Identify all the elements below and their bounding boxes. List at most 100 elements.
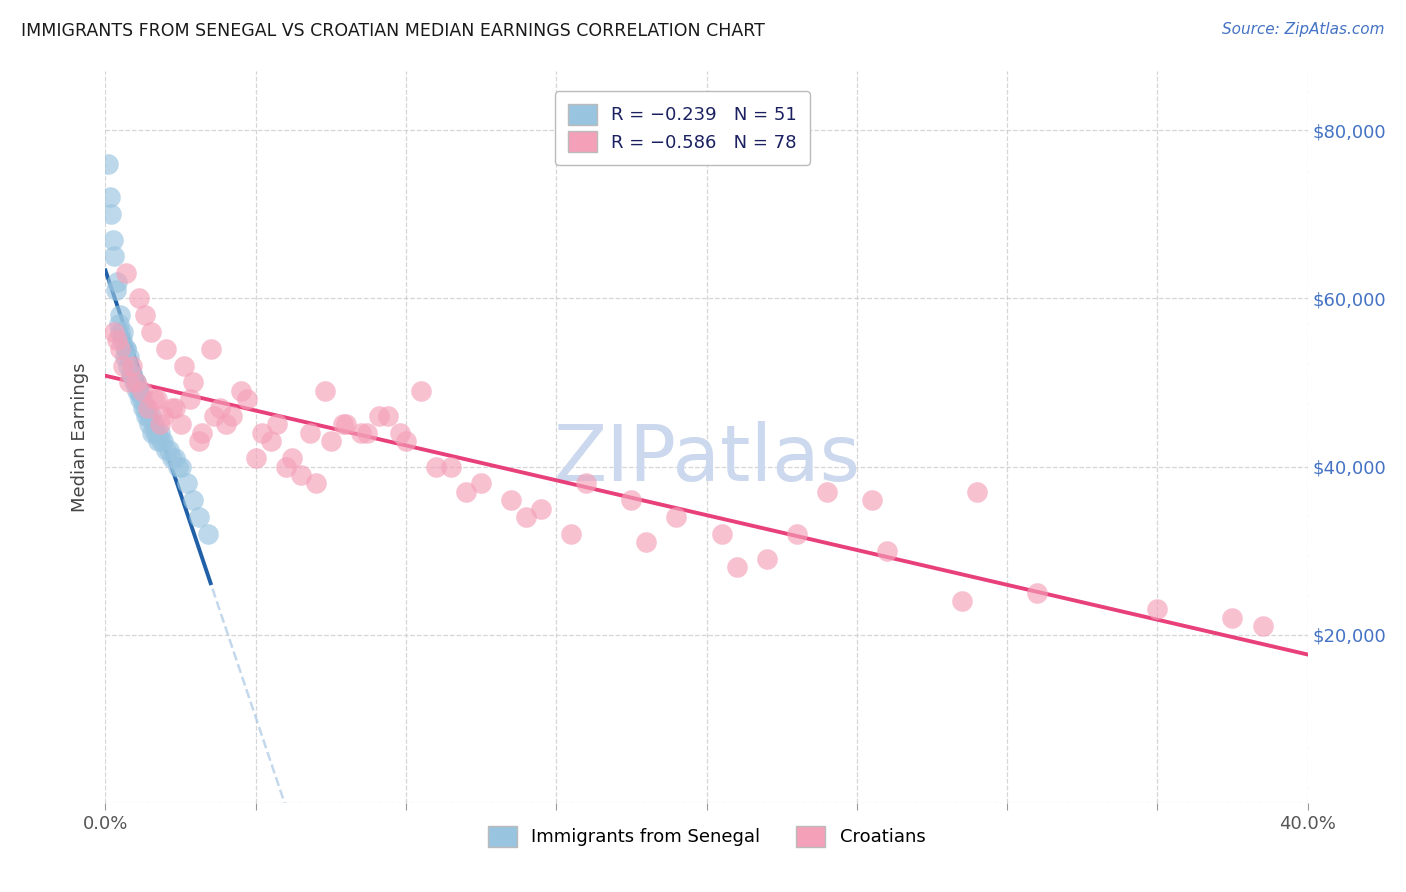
Point xyxy=(190,425,212,440)
Point xyxy=(1251,619,1274,633)
Point xyxy=(145,425,167,440)
Legend: Immigrants from Senegal, Croatians: Immigrants from Senegal, Croatians xyxy=(478,817,935,856)
Point xyxy=(260,434,283,449)
Point xyxy=(121,359,143,373)
Point xyxy=(118,376,141,390)
Point xyxy=(202,409,225,423)
Point xyxy=(665,510,688,524)
Point xyxy=(166,459,188,474)
Point xyxy=(128,291,150,305)
Point xyxy=(319,434,342,449)
Point xyxy=(136,409,159,423)
Point xyxy=(409,384,432,398)
Point xyxy=(636,535,658,549)
Point xyxy=(97,157,120,171)
Point xyxy=(221,409,243,423)
Point xyxy=(115,342,138,356)
Point xyxy=(114,350,136,364)
Point xyxy=(122,376,145,390)
Point xyxy=(112,359,135,373)
Point xyxy=(235,392,257,407)
Point xyxy=(148,417,170,432)
Point xyxy=(141,425,163,440)
Point xyxy=(876,543,898,558)
Point xyxy=(103,325,125,339)
Point xyxy=(98,190,121,204)
Point xyxy=(132,401,155,415)
Point xyxy=(115,266,138,280)
Point xyxy=(274,459,297,474)
Point xyxy=(120,367,142,381)
Point xyxy=(110,325,132,339)
Point xyxy=(108,317,131,331)
Point xyxy=(125,384,148,398)
Point xyxy=(176,476,198,491)
Point xyxy=(160,401,183,415)
Point xyxy=(152,434,174,449)
Point xyxy=(1146,602,1168,616)
Point xyxy=(250,425,273,440)
Point xyxy=(163,401,186,415)
Point xyxy=(305,476,328,491)
Point xyxy=(142,417,165,432)
Point xyxy=(356,425,378,440)
Point xyxy=(160,451,183,466)
Point xyxy=(139,325,162,339)
Point xyxy=(281,451,304,466)
Text: ZIPatlas: ZIPatlas xyxy=(553,421,860,497)
Point xyxy=(169,417,191,432)
Point xyxy=(152,409,174,423)
Point xyxy=(124,376,146,390)
Point xyxy=(501,493,523,508)
Point xyxy=(138,417,160,432)
Point xyxy=(208,401,231,415)
Point xyxy=(214,417,236,432)
Point xyxy=(131,384,153,398)
Point xyxy=(148,425,170,440)
Point xyxy=(966,484,988,499)
Point xyxy=(101,233,124,247)
Point xyxy=(110,342,132,356)
Point xyxy=(332,417,354,432)
Point xyxy=(139,409,162,423)
Point xyxy=(229,384,252,398)
Point xyxy=(111,334,134,348)
Point xyxy=(560,526,582,541)
Point xyxy=(786,526,808,541)
Point xyxy=(124,376,146,390)
Point xyxy=(710,526,733,541)
Point xyxy=(110,308,132,322)
Point xyxy=(181,493,204,508)
Point xyxy=(157,442,180,457)
Point xyxy=(134,308,156,322)
Point xyxy=(575,476,598,491)
Point xyxy=(860,493,883,508)
Point xyxy=(107,275,129,289)
Point xyxy=(1026,585,1049,599)
Point xyxy=(350,425,373,440)
Point xyxy=(131,392,153,407)
Point xyxy=(115,342,138,356)
Point xyxy=(150,434,173,449)
Y-axis label: Median Earnings: Median Earnings xyxy=(72,362,90,512)
Point xyxy=(395,434,418,449)
Point xyxy=(725,560,748,574)
Point xyxy=(530,501,553,516)
Point xyxy=(121,367,143,381)
Point xyxy=(112,325,135,339)
Point xyxy=(163,451,186,466)
Point xyxy=(128,384,150,398)
Point xyxy=(104,283,127,297)
Point xyxy=(169,459,191,474)
Point xyxy=(187,434,209,449)
Point xyxy=(298,425,321,440)
Point xyxy=(950,594,973,608)
Point xyxy=(146,434,169,449)
Point xyxy=(118,350,141,364)
Point xyxy=(388,425,411,440)
Point xyxy=(200,342,222,356)
Point xyxy=(425,459,447,474)
Point xyxy=(107,334,129,348)
Point xyxy=(1222,611,1244,625)
Point xyxy=(135,409,157,423)
